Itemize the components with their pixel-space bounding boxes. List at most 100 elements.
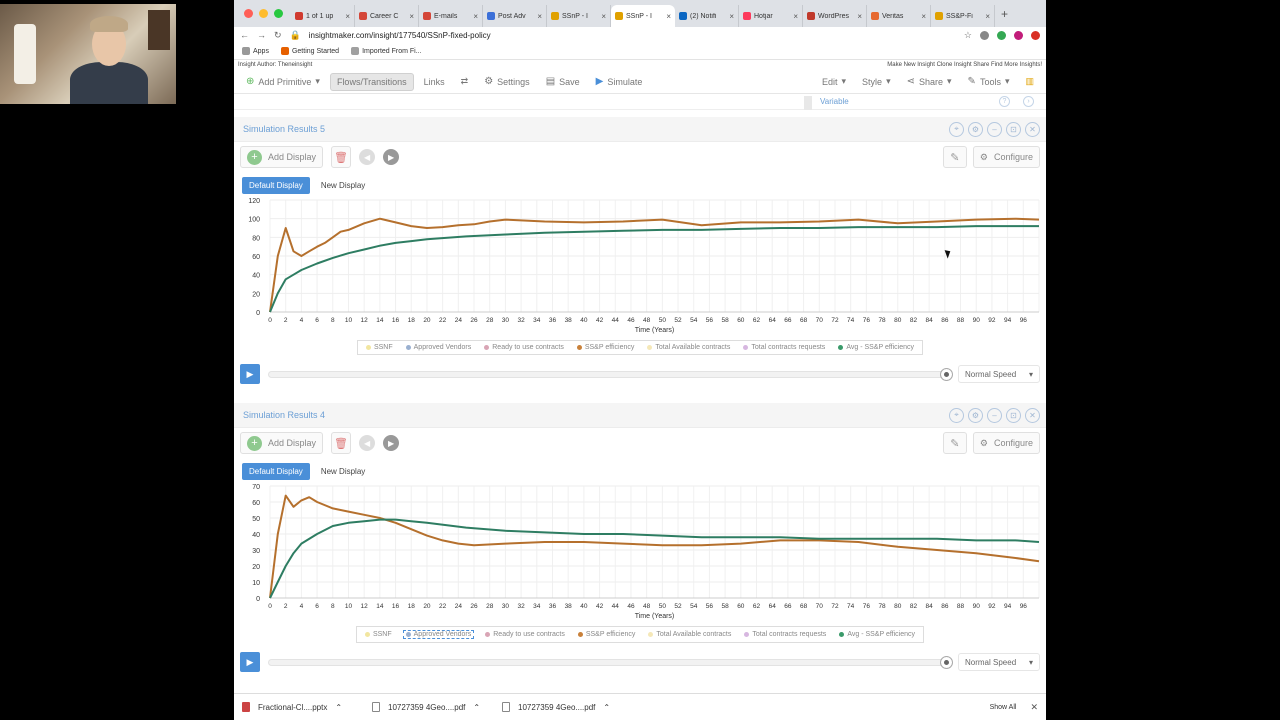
zoom-window-button[interactable]: [274, 9, 283, 18]
new-tab-button[interactable]: +: [1001, 7, 1009, 21]
play-button[interactable]: ▶: [240, 364, 260, 384]
show-all-downloads-button[interactable]: Show All: [989, 703, 1017, 711]
minimize-icon[interactable]: –: [987, 121, 1002, 137]
legend-item[interactable]: SSNF: [363, 630, 394, 639]
close-tab-icon[interactable]: ×: [345, 11, 350, 21]
close-tab-icon[interactable]: ×: [409, 11, 414, 21]
close-icon[interactable]: ✕: [1025, 121, 1040, 137]
browser-tab[interactable]: WordPres ×: [803, 5, 867, 27]
configure-button[interactable]: ⚙ Configure: [972, 432, 1040, 454]
bookmark-getting-started[interactable]: Getting Started: [280, 47, 339, 55]
legend-item[interactable]: Approved Vendors: [404, 344, 474, 351]
tab-default-display[interactable]: Default Display: [242, 176, 310, 194]
previous-display-icon[interactable]: ◀: [359, 435, 376, 451]
maximize-icon[interactable]: ⊡: [1006, 407, 1021, 423]
forward-icon[interactable]: →: [257, 30, 266, 40]
profile-avatar[interactable]: [1014, 30, 1023, 40]
tab-new-display[interactable]: New Display: [320, 180, 366, 190]
legend-item[interactable]: Ready to use contracts: [482, 344, 566, 351]
legend-item[interactable]: Approved Vendors: [402, 630, 475, 639]
add-display-button[interactable]: + Add Display: [240, 432, 324, 454]
tools-menu-button[interactable]: ✎ Tools ▾: [967, 76, 1010, 87]
next-display-icon[interactable]: ▶: [383, 435, 400, 451]
browser-tab[interactable]: Post Adv ×: [483, 5, 547, 27]
simulate-button[interactable]: ▶ Simulate: [595, 76, 643, 87]
browser-tab[interactable]: (2) Notifi ×: [675, 5, 739, 27]
chart-icon[interactable]: ▥: [1025, 76, 1034, 86]
tab-new-display[interactable]: New Display: [320, 466, 366, 476]
download-item[interactable]: Fractional-Cl....pptx ⌃: [242, 702, 358, 712]
minimize-icon[interactable]: –: [987, 407, 1002, 423]
close-tab-icon[interactable]: ×: [793, 11, 798, 21]
insight-links[interactable]: Make New Insight Clone Insight Share Fin…: [887, 62, 1042, 68]
close-tab-icon[interactable]: ×: [857, 11, 862, 21]
trash-icon[interactable]: 🗑: [331, 432, 352, 454]
share-menu-button[interactable]: ⋖ Share ▾: [906, 76, 952, 87]
extension-icon[interactable]: [1031, 30, 1040, 40]
add-primitive-button[interactable]: ⊕ Add Primitive ▾: [246, 76, 320, 87]
time-slider[interactable]: [268, 655, 953, 669]
panel-resize-handle[interactable]: [804, 96, 812, 110]
previous-display-icon[interactable]: ◀: [359, 149, 376, 165]
browser-tab[interactable]: Hotjar ×: [739, 5, 803, 27]
browser-tab[interactable]: E-mails ×: [419, 5, 483, 27]
close-tab-icon[interactable]: ×: [473, 11, 478, 21]
configure-button[interactable]: ⚙ Configure: [972, 146, 1040, 168]
close-tab-icon[interactable]: ×: [921, 11, 926, 21]
extension-icon[interactable]: [997, 30, 1006, 40]
back-icon[interactable]: ←: [240, 30, 249, 40]
trash-icon[interactable]: 🗑: [331, 146, 352, 168]
bookmark-apps[interactable]: Apps: [242, 47, 269, 55]
style-menu-button[interactable]: Style ▾: [862, 76, 891, 87]
swap-icon[interactable]: ⇄: [460, 76, 469, 86]
flows-transitions-button[interactable]: Flows/Transitions: [329, 72, 414, 91]
legend-item[interactable]: SS&P efficiency: [575, 344, 637, 351]
gear-icon[interactable]: ⚙: [968, 407, 983, 423]
legend-item[interactable]: Avg - SS&P efficiency: [836, 344, 916, 351]
pin-icon[interactable]: ⌖: [949, 121, 964, 137]
chevron-up-icon[interactable]: ⌃: [335, 702, 343, 712]
speed-select[interactable]: Normal Speed ▾: [958, 653, 1040, 671]
minimize-window-button[interactable]: [259, 9, 268, 18]
maximize-icon[interactable]: ⊡: [1006, 121, 1021, 137]
close-tab-icon[interactable]: ×: [537, 11, 542, 21]
legend-item[interactable]: Total Available contracts: [646, 630, 733, 639]
close-icon[interactable]: ✕: [1030, 701, 1038, 712]
pencil-icon[interactable]: ✎: [942, 432, 967, 454]
download-item[interactable]: 10727359 4Geo....pdf ⌃: [372, 702, 488, 712]
links-button[interactable]: Links: [423, 76, 445, 87]
legend-item[interactable]: SSNF: [364, 344, 395, 351]
browser-tab[interactable]: 1 of 1 up ×: [291, 5, 355, 27]
close-tab-icon[interactable]: ×: [985, 11, 990, 21]
browser-tab[interactable]: SSnP - I ×: [611, 5, 675, 27]
pin-icon[interactable]: ⌖: [949, 407, 964, 423]
close-tab-icon[interactable]: ×: [729, 11, 734, 21]
pencil-icon[interactable]: ✎: [942, 146, 967, 168]
save-button[interactable]: ▤ Save: [545, 76, 580, 87]
url-field[interactable]: insightmaker.com/insight/177540/SSnP-fix…: [308, 30, 491, 40]
slider-handle[interactable]: [940, 367, 953, 381]
close-tab-icon[interactable]: ×: [666, 11, 671, 21]
speed-select[interactable]: Normal Speed ▾: [958, 365, 1040, 383]
legend-item[interactable]: SS&P efficiency: [576, 630, 638, 639]
close-window-button[interactable]: [244, 9, 253, 18]
legend-item[interactable]: Total Available contracts: [645, 344, 732, 351]
collapse-icon[interactable]: ›: [1023, 96, 1034, 107]
variable-label[interactable]: Variable: [820, 97, 849, 106]
legend-item[interactable]: Total contracts requests: [741, 344, 827, 351]
settings-button[interactable]: ⚙ Settings: [484, 76, 530, 87]
next-display-icon[interactable]: ▶: [383, 149, 400, 165]
tab-default-display[interactable]: Default Display: [242, 462, 310, 480]
close-icon[interactable]: ✕: [1025, 407, 1040, 423]
legend-item[interactable]: Avg - SS&P efficiency: [837, 630, 917, 639]
bookmark-star-icon[interactable]: ☆: [963, 29, 972, 40]
browser-tab[interactable]: SS&P-Fi ×: [931, 5, 995, 27]
help-icon[interactable]: ?: [999, 96, 1010, 107]
slider-handle[interactable]: [940, 655, 953, 669]
reload-icon[interactable]: ↻: [274, 29, 282, 40]
legend-item[interactable]: Total contracts requests: [742, 630, 828, 639]
chevron-up-icon[interactable]: ⌃: [603, 702, 611, 712]
browser-tab[interactable]: Career C ×: [355, 5, 419, 27]
gear-icon[interactable]: ⚙: [968, 121, 983, 137]
download-item[interactable]: 10727359 4Geo....pdf ⌃: [502, 702, 618, 712]
